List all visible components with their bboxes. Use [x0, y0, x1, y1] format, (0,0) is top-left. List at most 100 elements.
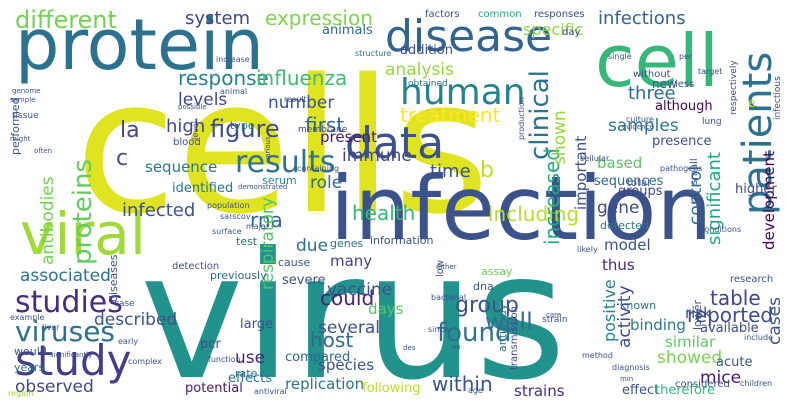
word-figure: figure: [210, 115, 280, 143]
word-new: new: [652, 77, 677, 91]
word-increase: increase: [216, 55, 250, 64]
word-single: single: [608, 52, 632, 61]
word-presence: presence: [652, 134, 712, 149]
word-pcr: pcr: [200, 337, 221, 352]
word-performed: performed: [9, 97, 22, 155]
word-region: region: [8, 389, 34, 398]
word-high: high: [166, 116, 206, 137]
word-often: often: [34, 147, 53, 155]
word-des: des: [403, 344, 416, 352]
word-care: care: [546, 311, 562, 319]
word-function: function: [208, 355, 241, 364]
word-early: early: [118, 337, 139, 346]
word-first: first: [305, 113, 345, 137]
word-might: might: [10, 135, 31, 143]
word-results: results: [235, 145, 336, 180]
word-less: less: [675, 79, 695, 90]
word-gene: gene: [597, 198, 640, 218]
word-pathogens: pathogens: [660, 164, 703, 173]
word-serum: serum: [262, 174, 297, 187]
word-system: system: [185, 8, 251, 29]
word-blood: blood: [173, 137, 201, 148]
word-target: target: [698, 67, 723, 76]
word-lung: lung: [702, 117, 722, 127]
word-sample: sample: [10, 96, 36, 104]
word-cellular: cellular: [580, 154, 610, 163]
word-including: including: [488, 202, 580, 226]
word-information: information: [370, 234, 434, 247]
word-table: table: [710, 286, 761, 310]
word-b: b: [480, 158, 494, 183]
word-production: production: [517, 97, 526, 140]
word-method: method: [582, 351, 613, 360]
word-specific: specific: [523, 20, 584, 39]
word-containing: containing: [297, 164, 340, 173]
word-antibodies: antibodies: [38, 176, 58, 265]
word-evidence: evidence: [622, 123, 654, 131]
word-protein: protein: [15, 4, 264, 86]
word-health: health: [352, 201, 416, 225]
word-children: children: [740, 379, 773, 388]
word-membrane: membrane: [298, 125, 348, 135]
word-virus: virus: [140, 216, 567, 407]
word-factors: factors: [425, 9, 460, 20]
word-use: use: [235, 348, 266, 368]
word-conditions: conditions: [700, 225, 742, 234]
word-based: based: [597, 154, 643, 172]
word-rna: rna: [250, 208, 283, 232]
word-development: development: [760, 151, 778, 250]
word-number: number: [268, 93, 335, 113]
word-example: example: [10, 313, 45, 322]
word-c: c: [116, 146, 129, 171]
word-lower: lower: [691, 299, 704, 330]
word-found: found: [437, 318, 512, 348]
word-test: test: [236, 235, 258, 248]
word-transmission: transmission: [509, 306, 520, 370]
word-reported: reported: [687, 303, 774, 327]
word-expression: expression: [265, 6, 373, 30]
word-animals: animals: [322, 23, 373, 38]
word-treatment: treatment: [400, 103, 501, 127]
word-cause: cause: [278, 256, 311, 269]
word-infectious: infectious: [773, 76, 783, 120]
word-immune: immune: [342, 146, 412, 166]
word-sequence: sequence: [145, 158, 218, 176]
word-could: could: [320, 286, 375, 310]
word-although: although: [655, 99, 713, 114]
word-demonstrated: demonstrated: [238, 183, 288, 191]
word-following: following: [362, 381, 421, 396]
word-proteins: proteins: [68, 159, 98, 265]
word-many: many: [330, 252, 373, 270]
word-possible: possible: [178, 103, 207, 111]
word-levels: levels: [178, 90, 228, 110]
word-thus: thus: [602, 256, 635, 274]
word-antiviral: antiviral: [254, 387, 287, 396]
word-e: e: [748, 96, 756, 110]
word-disease: disease: [385, 11, 553, 62]
word-various: various: [264, 136, 272, 162]
word-significantly: significantly: [50, 351, 93, 359]
word-effects: effects: [228, 371, 272, 386]
word-viruses: viruses: [15, 315, 116, 348]
word-strain: strain: [542, 315, 568, 325]
word-case: case: [114, 299, 135, 309]
word-well: well: [485, 308, 533, 336]
word-complex: complex: [128, 357, 162, 366]
word-infection: infection: [330, 157, 713, 260]
word-include: include: [744, 333, 773, 342]
word-host: host: [310, 328, 354, 352]
word-described: described: [94, 310, 178, 330]
word-research: research: [730, 274, 774, 285]
word-en: en: [452, 343, 461, 351]
word-known: known: [620, 299, 657, 312]
word-sequences: sequences: [594, 174, 664, 189]
word-response: response: [178, 66, 269, 90]
word-potential: potential: [185, 381, 243, 396]
word-study: study: [15, 336, 132, 385]
word-analysis: analysis: [385, 60, 454, 80]
word-age: age: [468, 386, 483, 395]
word-data: data: [345, 118, 445, 169]
word-present: present: [320, 128, 378, 146]
word-diseases: diseases: [107, 254, 120, 302]
